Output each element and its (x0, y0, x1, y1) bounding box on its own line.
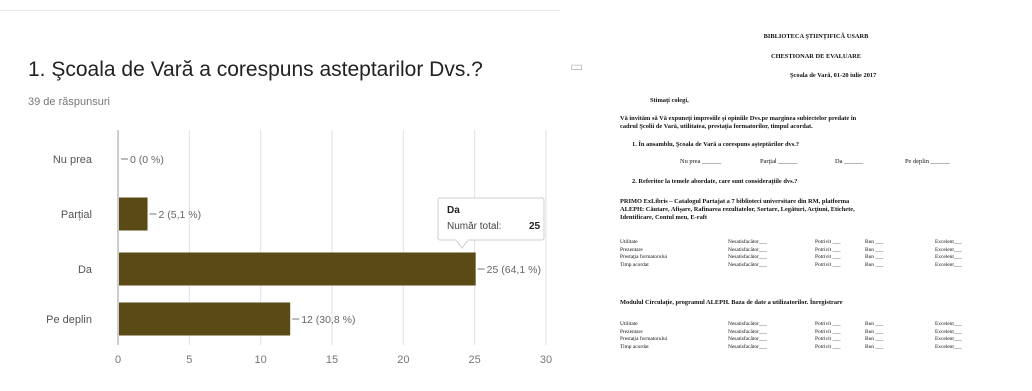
table2-criterion: Prestaţia formatorului (620, 336, 668, 342)
x-tick-label: 30 (540, 354, 552, 366)
tooltip-label: Număr total: (447, 221, 501, 232)
x-tick-label: 20 (397, 354, 409, 366)
bar (119, 197, 148, 231)
bar-chart: 0 5 10 15 20 25 30 Nu prea 0 (0 %) Parțial 2 (5,1 … (46, 130, 552, 366)
table1-rating-option: Nesatisfacător___ (728, 246, 767, 253)
table2-rating-option: Excelent___ (935, 328, 962, 335)
doc-question-2: 2. Referitor la temele abordate, care su… (632, 178, 798, 185)
table2-rating-option: Nesatisfacător___ (728, 328, 767, 335)
table1-criterion: Prestaţia formatorului (620, 254, 668, 260)
x-tick-label: 10 (255, 354, 267, 366)
q1-option-pe-deplin: Pe deplin ______ (905, 158, 950, 165)
q1-option-nu-prea: Nu prea ______ (680, 158, 722, 165)
table1-rating-option: Bun ___ (865, 261, 884, 268)
table1-rating-option: Potrivit ___ (815, 254, 841, 260)
table2-rating-option: Nesatisfacător___ (728, 336, 767, 342)
doc-event: Şcoala de Vară, 01-20 iulie 2017 (790, 72, 877, 79)
table2-rating-option: Excelent___ (935, 321, 962, 327)
table2-rating-option: Excelent___ (935, 336, 962, 342)
data-label: 12 (30,8 %) (301, 314, 355, 326)
doc-greeting: Stimaţi colegi, (650, 97, 689, 104)
table1-rating-option: Excelent___ (935, 246, 962, 253)
x-tick-label: 0 (115, 354, 121, 366)
table2-rating-option: Bun ___ (865, 321, 884, 327)
table2-rating-option: Potrivit ___ (815, 336, 841, 342)
tooltip-value: 25 (529, 221, 541, 232)
copy-icon[interactable]: ▭ (570, 58, 584, 74)
data-label: 0 (0 %) (130, 154, 164, 166)
table1-criterion: Timp acordat (620, 261, 649, 268)
table2-rating-option: Potrivit ___ (815, 343, 841, 350)
table2-rating-option: Potrivit ___ (815, 321, 841, 327)
tooltip-pointer (455, 239, 469, 249)
bar (119, 302, 291, 336)
tooltip-title: Da (447, 205, 460, 216)
doc-section-1-line-3: Identificare, Contul meu, E-raft (620, 214, 708, 221)
data-label: 2 (5,1 %) (159, 209, 202, 221)
x-tick-label: 5 (186, 354, 192, 366)
category-label: Nu prea (53, 154, 93, 166)
category-label: Parțial (61, 209, 92, 221)
response-count: 39 de răspunsuri (28, 96, 110, 108)
table1-criterion: Prezentare (620, 246, 643, 253)
q1-option-da: Da ______ (835, 158, 864, 165)
form-summary-panel: 1. Şcoala de Vară a corespuns asteptaril… (0, 10, 560, 366)
table2-rating-option: Excelent___ (935, 343, 962, 350)
table1-criterion: Utilitate (620, 239, 638, 245)
questionnaire-document: BIBLIOTECA ŞTIINŢIFICĂ USARB CHESTIONAR … (600, 0, 1032, 391)
doc-intro-2: cadrul Şcolii de Vară, utilitatea, prest… (620, 123, 813, 130)
table1-rating-option: Potrivit ___ (815, 261, 841, 268)
doc-intro-1: Vă invităm să Vă expuneţi impresiile şi … (620, 115, 857, 122)
table2-rating-option: Bun ___ (865, 336, 884, 342)
table1-rating-option: Nesatisfacător___ (728, 261, 767, 268)
x-tick-label: 25 (469, 354, 481, 366)
doc-section-1-line-2: ALEPH: Căutare, Afişare, Rafinarea rezul… (620, 206, 855, 213)
table1-rating-option: Nesatisfacător___ (728, 254, 767, 260)
bar (119, 252, 476, 286)
tooltip-box (437, 197, 545, 241)
table2-criterion: Utilitate (620, 321, 638, 327)
data-label: 25 (64,1 %) (487, 264, 541, 276)
category-label: Da (78, 264, 93, 276)
table1-rating-option: Excelent___ (935, 254, 962, 260)
table2-rating-option: Potrivit ___ (815, 328, 841, 335)
doc-institution: BIBLIOTECA ŞTIINŢIFICĂ USARB (763, 33, 869, 40)
table2-rating-option: Nesatisfacător___ (728, 343, 767, 350)
table1-rating-option: Bun ___ (865, 254, 884, 260)
question-title: 1. Şcoala de Vară a corespuns asteptaril… (28, 58, 483, 81)
q1-option-partial: Parţial ______ (760, 158, 798, 165)
table1-rating-option: Excelent___ (935, 261, 962, 268)
table1-rating-option: Excelent___ (935, 239, 962, 245)
doc-section-1-line-1: PRIMO ExLibris – Catalogul Partajat a 7 … (620, 198, 850, 205)
table1-rating-option: Potrivit ___ (815, 239, 841, 245)
table2-criterion: Timp acordat (620, 343, 649, 350)
table1-rating-option: Bun ___ (865, 246, 884, 253)
table1-rating-option: Nesatisfacător___ (728, 239, 767, 245)
table1-rating-option: Potrivit ___ (815, 246, 841, 253)
doc-title: CHESTIONAR DE EVALUARE (770, 53, 862, 60)
doc-section-2: Modulul Circulaţie, programul ALEPH. Baz… (620, 299, 843, 306)
category-label: Pe deplin (46, 314, 92, 326)
table2-rating-option: Nesatisfacător___ (728, 321, 767, 327)
top-divider (0, 10, 560, 11)
table2-rating-option: Bun ___ (865, 328, 884, 335)
doc-question-1: 1. În ansamblu, Şcoala de Vară a corespu… (632, 141, 800, 148)
table2-rating-option: Bun ___ (865, 343, 884, 350)
x-tick-label: 15 (326, 354, 338, 366)
table2-criterion: Prezentare (620, 328, 643, 335)
table1-rating-option: Bun ___ (865, 239, 884, 245)
